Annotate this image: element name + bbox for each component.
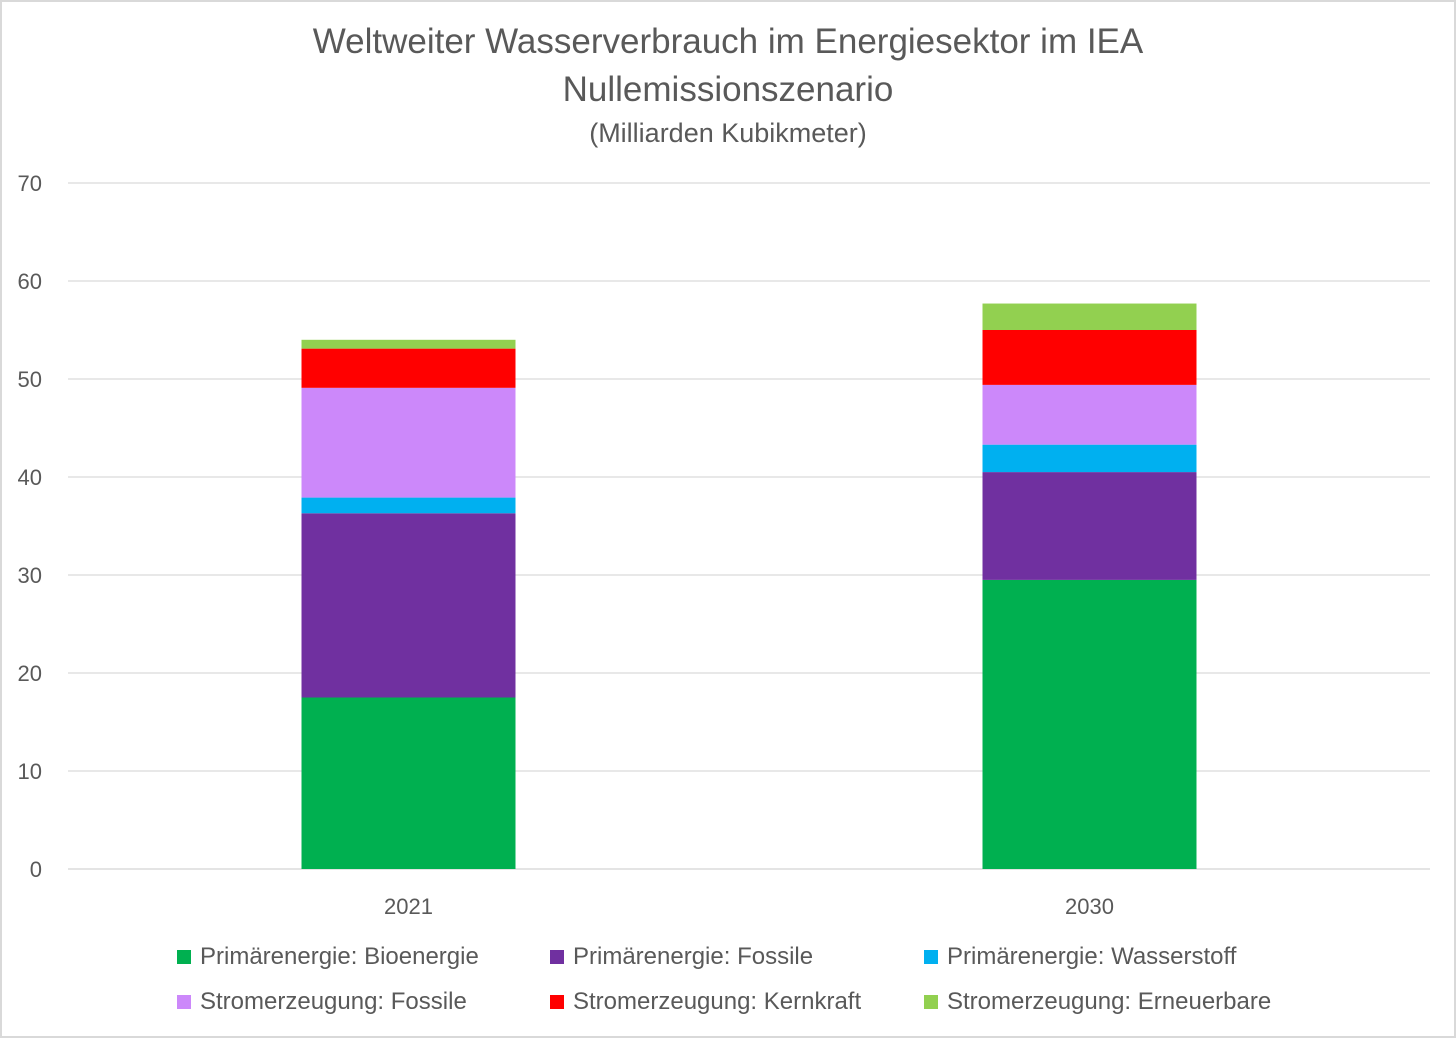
y-axis-ticks: 0 10 20 30 40 50 60 70 <box>18 171 42 882</box>
bar-segment <box>301 339 516 349</box>
gridlines <box>68 182 1430 870</box>
chart-title-line2: Nullemissionszenario <box>562 70 894 109</box>
bars <box>301 303 1197 869</box>
y-tick-label: 70 <box>18 171 42 196</box>
y-tick-label: 20 <box>18 661 42 686</box>
x-axis-ticks: 2021 2030 <box>384 894 1114 919</box>
y-tick-label: 50 <box>18 367 42 392</box>
y-tick-label: 60 <box>18 269 42 294</box>
y-tick-label: 0 <box>30 857 42 882</box>
bar-segment <box>982 330 1197 385</box>
y-tick-label: 30 <box>18 563 42 588</box>
bar-segment <box>301 697 516 869</box>
bar-segment <box>982 472 1197 580</box>
bar-segment <box>982 384 1197 445</box>
chart-title: Weltweiter Wasserverbrauch im Energiesek… <box>312 22 1144 61</box>
x-tick-label: 2030 <box>1065 894 1114 919</box>
bar-segment <box>301 513 516 698</box>
y-tick-label: 10 <box>18 759 42 784</box>
y-tick-label: 40 <box>18 465 42 490</box>
bar-segment <box>982 444 1197 473</box>
bar-segment <box>301 348 516 388</box>
bar-segment <box>301 497 516 514</box>
bar-segment <box>301 387 516 498</box>
x-tick-label: 2021 <box>384 894 433 919</box>
bar-segment <box>982 579 1197 869</box>
bar-segment <box>982 303 1197 330</box>
chart-subtitle: (Milliarden Kubikmeter) <box>589 118 867 148</box>
